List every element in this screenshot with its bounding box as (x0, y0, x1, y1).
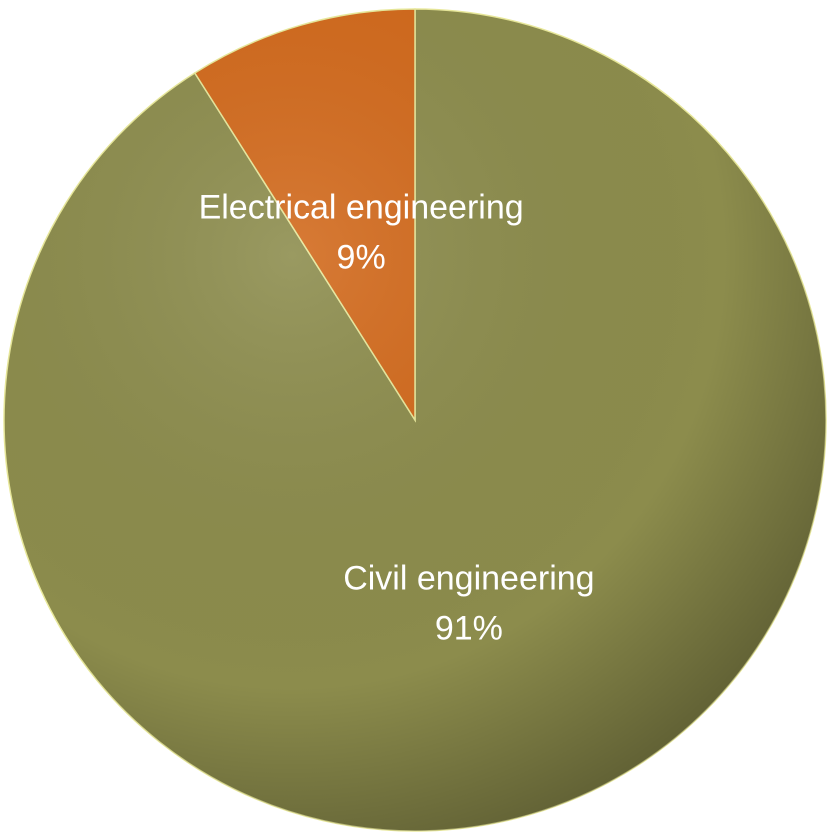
slice-label: Electrical engineering (199, 188, 524, 226)
slice-value-label: 91% (435, 609, 503, 647)
slice-value-label: 9% (337, 238, 386, 276)
slice-label: Civil engineering (343, 559, 594, 597)
pie (3, 8, 827, 832)
labels: Civil engineering 91% Electrical engineeri… (199, 188, 595, 647)
